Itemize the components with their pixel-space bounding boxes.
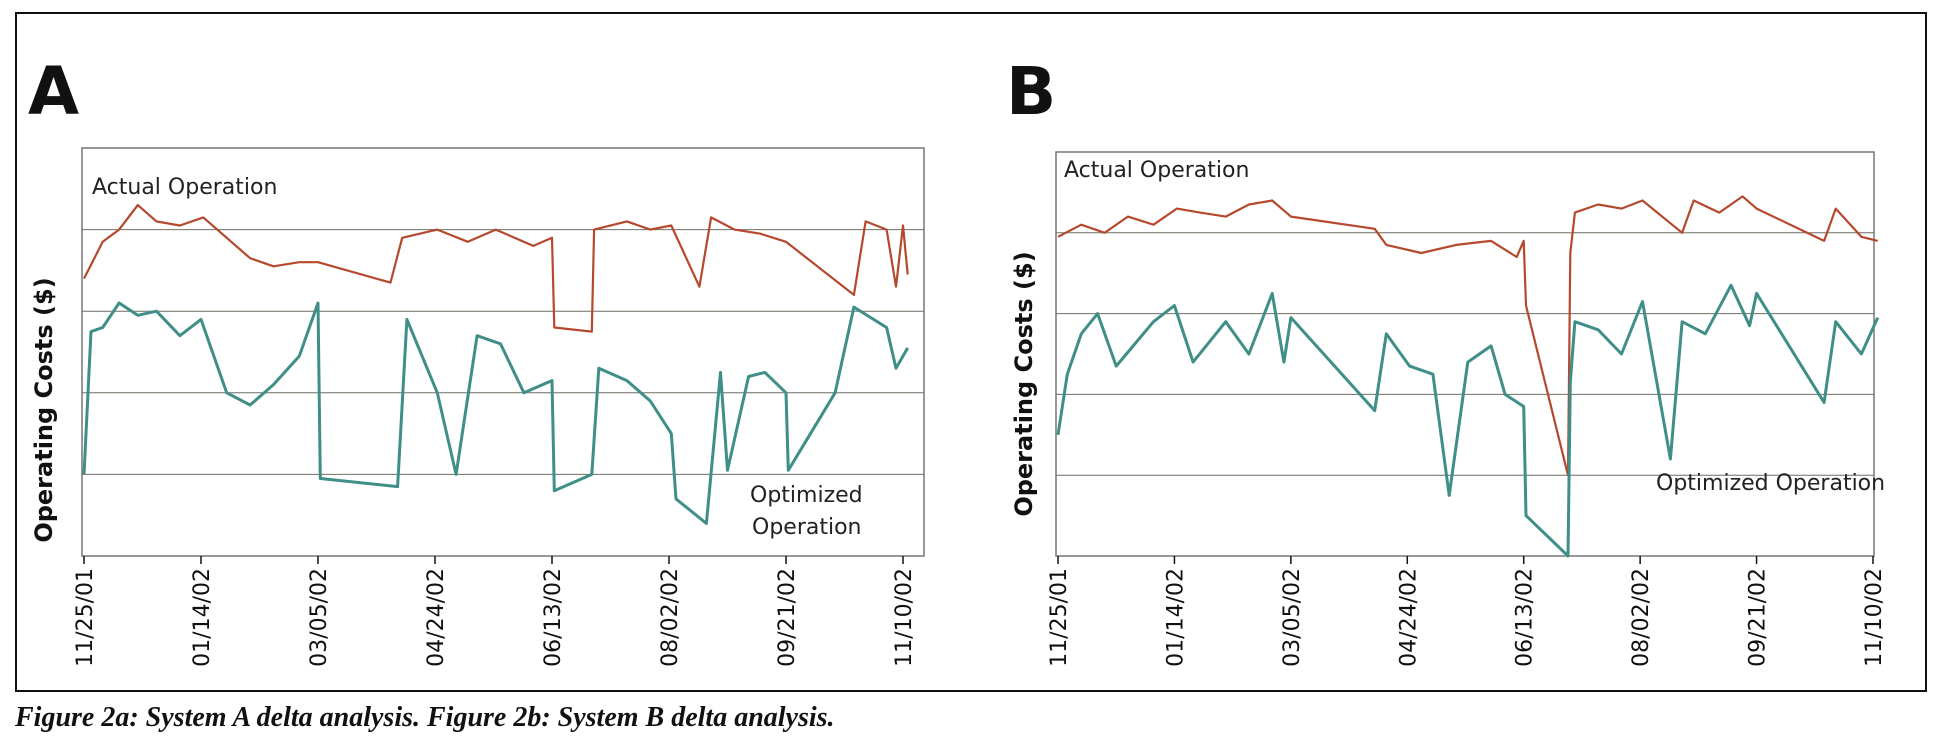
actual-operation-line-b xyxy=(1057,195,1878,477)
x-tick-label-a-7: 09/21/02 xyxy=(775,568,800,667)
x-tick-label-b-3: 03/05/02 xyxy=(1280,568,1305,667)
x-axis-b: 11/25/01 01/14/02 03/05/02 04/24/02 06/13/02… xyxy=(1047,556,1887,667)
panel-letter-b: B xyxy=(1006,53,1056,130)
optimized-label-a: Optimized xyxy=(750,483,863,508)
operation-label-a: Operation xyxy=(752,515,861,540)
optimized-operation-label-b: Optimized Operation xyxy=(1656,471,1885,496)
panel-a: A Operating Costs ($) 11/25/01 01/14/02 03… xyxy=(28,53,925,667)
x-tick-label-b-2: 01/14/02 xyxy=(1163,568,1188,667)
series-lines-a xyxy=(82,204,910,525)
x-tick-label-a-6: 08/02/02 xyxy=(658,568,683,667)
x-axis-a: 11/25/01 01/14/02 03/05/02 04/24/02 06/13/02… xyxy=(73,556,917,667)
x-tick-label-a-8: 11/10/02 xyxy=(892,568,917,667)
panel-b: B Operating Costs ($) 11/25/01 01/14/02 03… xyxy=(1006,53,1887,667)
x-tick-label-b-4: 04/24/02 xyxy=(1396,568,1421,667)
optimized-operation-line-a xyxy=(82,301,910,525)
x-tick-label-a-4: 04/24/02 xyxy=(424,568,449,667)
actual-operation-label-a: Actual Operation xyxy=(92,175,277,200)
actual-operation-line-a xyxy=(83,204,909,333)
x-tick-label-b-7: 09/21/02 xyxy=(1746,568,1771,667)
figure-canvas: A Operating Costs ($) 11/25/01 01/14/02 03… xyxy=(28,53,1887,667)
optimized-operation-line-b xyxy=(1056,283,1880,558)
y-axis-label-b: Operating Costs ($) xyxy=(1010,251,1038,516)
gridlines-a xyxy=(82,229,924,475)
panel-letter-a: A xyxy=(28,53,79,130)
x-tick-label-b-8: 11/10/02 xyxy=(1862,568,1887,667)
x-tick-label-a-5: 06/13/02 xyxy=(541,568,566,667)
x-tick-label-a-1: 11/25/01 xyxy=(73,568,98,667)
series-lines-b xyxy=(1056,195,1880,558)
x-tick-label-b-1: 11/25/01 xyxy=(1047,568,1072,667)
y-axis-label-a: Operating Costs ($) xyxy=(30,277,58,542)
plot-area-a xyxy=(81,147,925,557)
figure-frame xyxy=(15,12,1927,692)
x-tick-label-a-2: 01/14/02 xyxy=(190,568,215,667)
x-tick-label-a-3: 03/05/02 xyxy=(307,568,332,667)
x-tick-label-b-6: 08/02/02 xyxy=(1629,568,1654,667)
plot-area-b xyxy=(1055,151,1875,557)
gridlines-b xyxy=(1056,232,1874,476)
figure-caption: Figure 2a: System A delta analysis. Figu… xyxy=(15,702,835,733)
actual-operation-label-b: Actual Operation xyxy=(1064,158,1249,183)
x-tick-label-b-5: 06/13/02 xyxy=(1513,568,1538,667)
